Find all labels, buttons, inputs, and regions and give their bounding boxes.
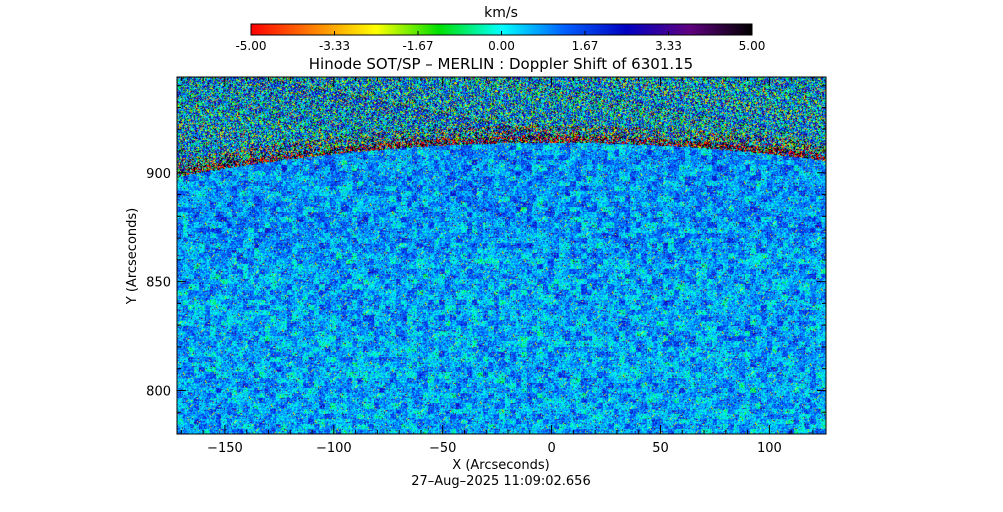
y-tick-label: 800: [146, 384, 171, 399]
x-tick-label: −150: [207, 441, 243, 456]
y-tick-label: 900: [146, 167, 171, 182]
colorbar-unit-label: km/s: [484, 5, 518, 21]
plot-title: Hinode SOT/SP – MERLIN : Doppler Shift o…: [309, 55, 693, 73]
x-tick-label: −100: [316, 441, 352, 456]
colorbar-ticks: -5.00 -3.33 -1.67 0.00 1.67 3.33 5.00: [235, 31, 765, 53]
x-tick-label: 100: [757, 441, 782, 456]
x-tick-label: −50: [429, 441, 456, 456]
plot-frame: [176, 76, 827, 435]
colorbar-tick-label: 3.33: [655, 39, 682, 53]
x-tick-label: 0: [547, 441, 555, 456]
y-axis-label: Y (Arcseconds): [125, 208, 140, 305]
y-tick-label: 850: [146, 276, 171, 291]
colorbar-tick-label: 5.00: [739, 39, 766, 53]
x-tick-label: 50: [652, 441, 669, 456]
doppler-heatmap: [177, 77, 826, 434]
colorbar-tick-label: -1.67: [402, 39, 433, 53]
timestamp: 27–Aug–2025 11:09:02.656: [411, 474, 590, 489]
colorbar-tick-label: 1.67: [572, 39, 599, 53]
axis-ticks: −150 −100 −50 0 50 100 800 850 900: [146, 77, 826, 456]
x-axis-label: X (Arcseconds): [452, 458, 549, 473]
colorbar-tick-label: 0.00: [488, 39, 515, 53]
colorbar-tick-label: -5.00: [235, 39, 266, 53]
colorbar-tick-label: -3.33: [319, 39, 350, 53]
